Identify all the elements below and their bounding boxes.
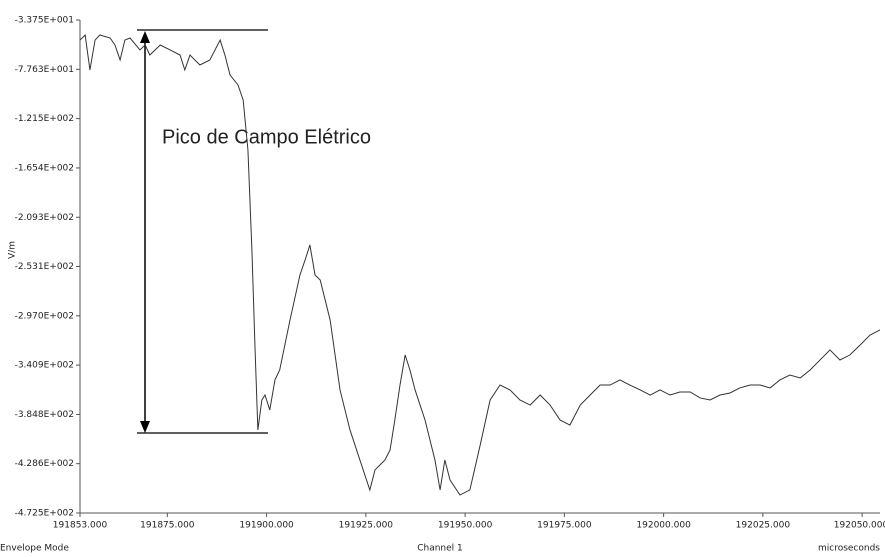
x-tick-label: 192050.000 [834,521,885,531]
x-tick-label: 191975.000 [537,521,592,531]
y-tick-label: -4.286E+002 [15,459,74,469]
x-tick-label: 191925.000 [339,521,394,531]
x-tick-label: 192000.000 [636,521,691,531]
arrow-head [140,421,150,433]
x-unit: microseconds [818,544,880,554]
x-tick-label: 191900.000 [239,521,294,531]
x-tick-label: 192025.000 [736,521,791,531]
arrow-head [140,31,150,43]
y-axis-label: V/m [8,241,18,259]
mode-label: Envelope Mode [0,544,69,554]
y-tick-label: -7.763E+001 [15,65,74,75]
x-axis-label: Channel 1 [417,544,463,554]
y-tick-label: -2.970E+002 [15,311,74,321]
data-line [79,33,881,496]
y-tick-label: -2.093E+002 [15,213,74,223]
y-tick-label: -3.409E+002 [15,361,74,371]
y-tick-label: -3.375E+001 [15,16,74,26]
y-tick-label: -2.531E+002 [15,262,74,272]
y-tick-label: -1.215E+002 [15,114,74,124]
x-tick-label: 191853.000 [53,521,108,531]
x-tick-label: 191875.000 [140,521,195,531]
x-tick-label: 191950.000 [438,521,493,531]
y-tick-label: -3.848E+002 [15,410,74,420]
y-tick-label: -1.654E+002 [15,163,74,173]
annotation-text: Pico de Campo Elétrico [162,126,371,148]
y-tick-label: -4.725E+002 [15,509,74,519]
